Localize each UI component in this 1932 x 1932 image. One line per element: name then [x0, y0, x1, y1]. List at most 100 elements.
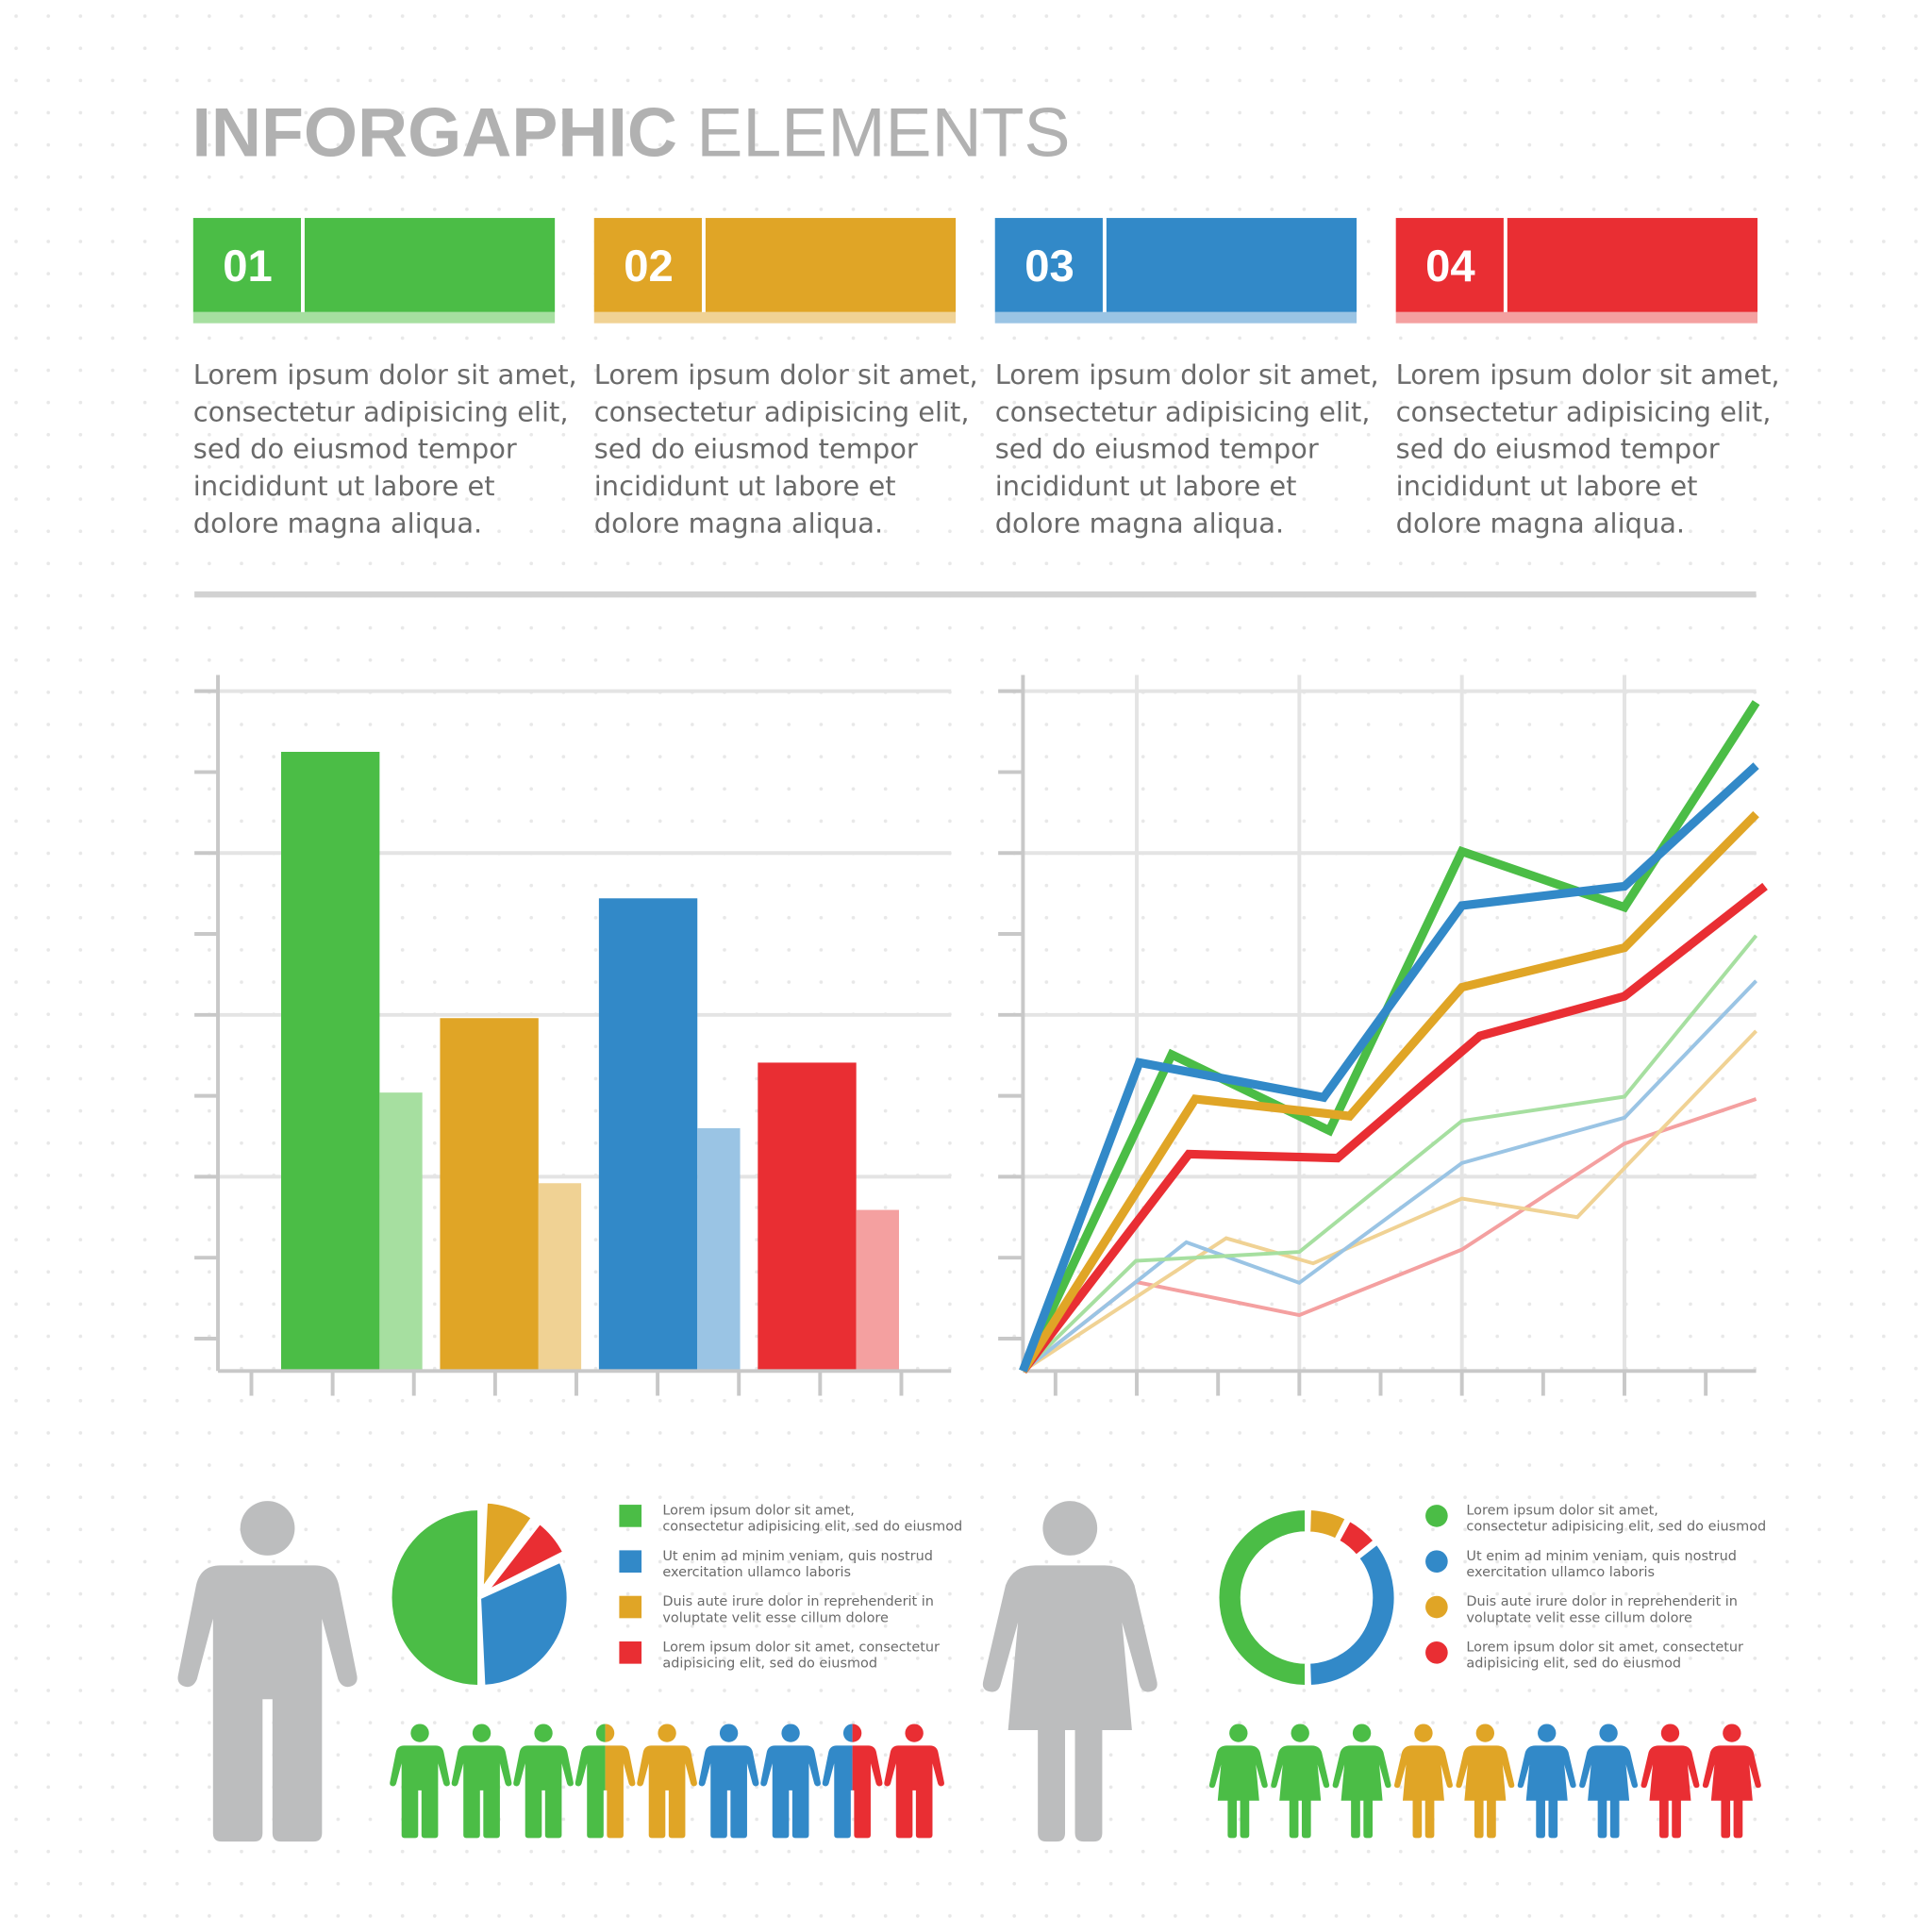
card-text: dolore magna aliqua.: [995, 508, 1284, 540]
small-woman-body: [1517, 1745, 1576, 1839]
legend-swatch: [1425, 1641, 1448, 1664]
small-woman-part: [1579, 1724, 1639, 1839]
small-woman-head: [1229, 1724, 1248, 1742]
man-icon-body: [177, 1565, 358, 1842]
small-man-part: [513, 1724, 574, 1839]
bar: [379, 1092, 423, 1372]
card-header: [994, 218, 1357, 312]
woman-icon-body: [982, 1565, 1158, 1842]
bar: [856, 1209, 899, 1372]
small-woman: [1579, 1724, 1639, 1839]
small-man-part: [451, 1724, 512, 1839]
small-man-head: [781, 1724, 800, 1742]
legend-text: Lorem ipsum dolor sit amet, consectetur: [662, 1641, 940, 1656]
small-woman: [1393, 1724, 1453, 1839]
card-divider: [1102, 218, 1107, 312]
card: 03 Lorem ipsum dolor sit amet, consectetur…: [994, 218, 1379, 540]
small-woman-body: [1208, 1745, 1268, 1839]
small-woman-head: [1538, 1724, 1557, 1742]
small-man-body: [884, 1745, 944, 1839]
small-man: [513, 1724, 574, 1839]
small-man-part: [822, 1724, 853, 1839]
small-woman-part: [1208, 1724, 1268, 1839]
small-man-head: [658, 1724, 676, 1742]
title-bold: INFORGAPHIC: [192, 92, 677, 171]
small-man-head: [472, 1724, 491, 1742]
card: 04 Lorem ipsum dolor sit amet, consectetur…: [1395, 218, 1780, 540]
card-divider: [701, 218, 706, 312]
small-man-part: [390, 1724, 450, 1839]
card-text: Lorem ipsum dolor sit amet,: [193, 358, 577, 391]
small-man-head: [410, 1724, 429, 1742]
small-woman-part: [1332, 1724, 1391, 1839]
card-text: sed do eiusmod tempor: [594, 433, 918, 465]
card-text: dolore magna aliqua.: [1396, 508, 1685, 540]
line-chart: [998, 675, 1768, 1396]
legend-swatch: [1425, 1595, 1448, 1619]
legend-text: exercitation ullamco laboris: [1466, 1565, 1655, 1580]
card-text: consectetur adipisicing elit,: [193, 395, 569, 427]
card-text: consectetur adipisicing elit,: [594, 395, 970, 427]
small-man-head: [605, 1724, 615, 1742]
bar: [440, 1018, 539, 1372]
legend-text: voluptate velit esse cillum dolore: [1466, 1610, 1692, 1625]
card-text: incididunt ut labore et: [193, 470, 495, 502]
small-woman-body: [1456, 1745, 1515, 1839]
card-text: incididunt ut labore et: [995, 470, 1297, 502]
card-strip: [192, 311, 556, 324]
woman-icon-part: [982, 1501, 1158, 1842]
card-divider: [1503, 218, 1507, 312]
card-number: 03: [1024, 242, 1074, 291]
small-man: [760, 1724, 821, 1839]
legend-text: exercitation ullamco laboris: [662, 1565, 851, 1580]
pie-slice: [388, 1507, 482, 1690]
card-text: Lorem ipsum dolor sit amet,: [1396, 358, 1780, 391]
pie-slice: [477, 1558, 571, 1689]
card-text: sed do eiusmod tempor: [193, 433, 517, 465]
data-line: [1019, 762, 1759, 1373]
small-woman-part: [1641, 1724, 1700, 1839]
small-man: [575, 1724, 636, 1839]
card-text: incididunt ut labore et: [594, 470, 896, 502]
small-man-body: [637, 1745, 697, 1839]
card-text: consectetur adipisicing elit,: [995, 395, 1371, 427]
legend-swatch: [619, 1641, 642, 1664]
data-line: [1022, 979, 1757, 1373]
pie-slice: [483, 1520, 567, 1595]
card-number: 01: [223, 242, 273, 291]
legend-text: voluptate velit esse cillum dolore: [662, 1610, 889, 1625]
card-strip: [994, 311, 1357, 324]
card-header: [593, 218, 957, 312]
small-woman: [1332, 1724, 1391, 1839]
card-number: 02: [624, 242, 674, 291]
small-woman: [1641, 1724, 1700, 1839]
card-text: dolore magna aliqua.: [594, 508, 883, 540]
small-man-body: [605, 1745, 636, 1839]
small-woman-part: [1393, 1724, 1453, 1839]
man-icon-head: [240, 1501, 295, 1556]
small-man-head: [852, 1724, 862, 1742]
woman-icon: [982, 1501, 1158, 1842]
small-woman-head: [1414, 1724, 1433, 1742]
small-man-body: [822, 1745, 853, 1839]
small-man-body: [513, 1745, 574, 1839]
small-woman-body: [1271, 1745, 1330, 1839]
small-man-body: [852, 1745, 883, 1839]
donut-slice: [1215, 1507, 1308, 1690]
small-woman-head: [1352, 1724, 1372, 1742]
small-man-part: [637, 1724, 697, 1839]
man-icon-part: [177, 1501, 358, 1842]
legend-text: consectetur adipisicing elit, sed do eiu…: [662, 1520, 962, 1535]
card-text: dolore magna aliqua.: [193, 508, 482, 540]
bar: [697, 1127, 741, 1372]
donut-slice: [1307, 1507, 1349, 1542]
legend-swatch: [1425, 1505, 1448, 1527]
data-line: [1019, 810, 1759, 1374]
small-woman-body: [1702, 1745, 1761, 1839]
legend-swatch: [619, 1595, 642, 1619]
data-line: [1022, 934, 1758, 1373]
woman-icon-head: [1042, 1501, 1098, 1556]
donut-slice: [1335, 1517, 1377, 1558]
legend-text: Ut enim ad minim veniam, quis nostrud: [662, 1549, 933, 1564]
